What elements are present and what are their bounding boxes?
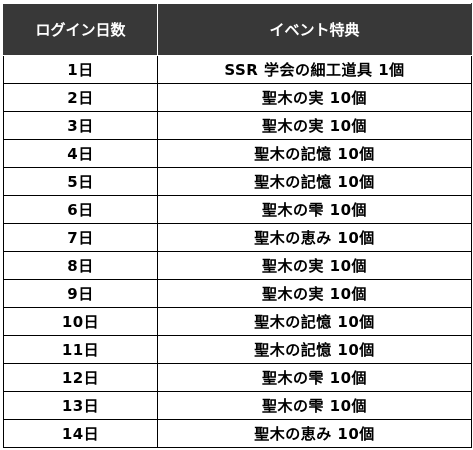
table-row: 2日 聖木の実 10個	[3, 83, 472, 112]
reward-cell: 聖木の記憶 10個	[157, 139, 472, 168]
table-row: 13日 聖木の雫 10個	[3, 391, 472, 420]
table-row: 4日 聖木の記憶 10個	[3, 139, 472, 168]
day-cell: 13日	[3, 391, 158, 420]
table-row: 7日 聖木の恵み 10個	[3, 223, 472, 252]
table-row: 9日 聖木の実 10個	[3, 279, 472, 308]
day-cell: 14日	[3, 419, 158, 448]
day-cell: 12日	[3, 363, 158, 392]
table-row: 14日 聖木の恵み 10個	[3, 419, 472, 448]
table-row: 5日 聖木の記憶 10個	[3, 167, 472, 196]
reward-cell: SSR 学会の細工道具 1個	[157, 55, 472, 84]
reward-cell: 聖木の恵み 10個	[157, 223, 472, 252]
day-cell: 10日	[3, 307, 158, 336]
reward-cell: 聖木の実 10個	[157, 111, 472, 140]
header-event-reward: イベント特典	[157, 3, 472, 56]
table-row: 11日 聖木の記憶 10個	[3, 335, 472, 364]
reward-cell: 聖木の雫 10個	[157, 195, 472, 224]
reward-cell: 聖木の恵み 10個	[157, 419, 472, 448]
login-bonus-table: ログイン日数 イベント特典 1日 SSR 学会の細工道具 1個 2日 聖木の実 …	[3, 3, 472, 448]
header-login-days: ログイン日数	[3, 3, 158, 56]
reward-cell: 聖木の実 10個	[157, 251, 472, 280]
reward-cell: 聖木の実 10個	[157, 83, 472, 112]
day-cell: 11日	[3, 335, 158, 364]
day-cell: 6日	[3, 195, 158, 224]
table-row: 10日 聖木の記憶 10個	[3, 307, 472, 336]
day-cell: 7日	[3, 223, 158, 252]
table-row: 6日 聖木の雫 10個	[3, 195, 472, 224]
day-cell: 3日	[3, 111, 158, 140]
reward-cell: 聖木の雫 10個	[157, 363, 472, 392]
table-row: 3日 聖木の実 10個	[3, 111, 472, 140]
table-row: 12日 聖木の雫 10個	[3, 363, 472, 392]
day-cell: 8日	[3, 251, 158, 280]
reward-cell: 聖木の雫 10個	[157, 391, 472, 420]
reward-cell: 聖木の記憶 10個	[157, 307, 472, 336]
day-cell: 5日	[3, 167, 158, 196]
reward-cell: 聖木の記憶 10個	[157, 167, 472, 196]
day-cell: 2日	[3, 83, 158, 112]
reward-cell: 聖木の実 10個	[157, 279, 472, 308]
header-row: ログイン日数 イベント特典	[3, 3, 472, 56]
table-body: 1日 SSR 学会の細工道具 1個 2日 聖木の実 10個 3日 聖木の実 10…	[3, 55, 472, 448]
day-cell: 9日	[3, 279, 158, 308]
day-cell: 4日	[3, 139, 158, 168]
table-row: 8日 聖木の実 10個	[3, 251, 472, 280]
table-row: 1日 SSR 学会の細工道具 1個	[3, 55, 472, 84]
day-cell: 1日	[3, 55, 158, 84]
reward-cell: 聖木の記憶 10個	[157, 335, 472, 364]
